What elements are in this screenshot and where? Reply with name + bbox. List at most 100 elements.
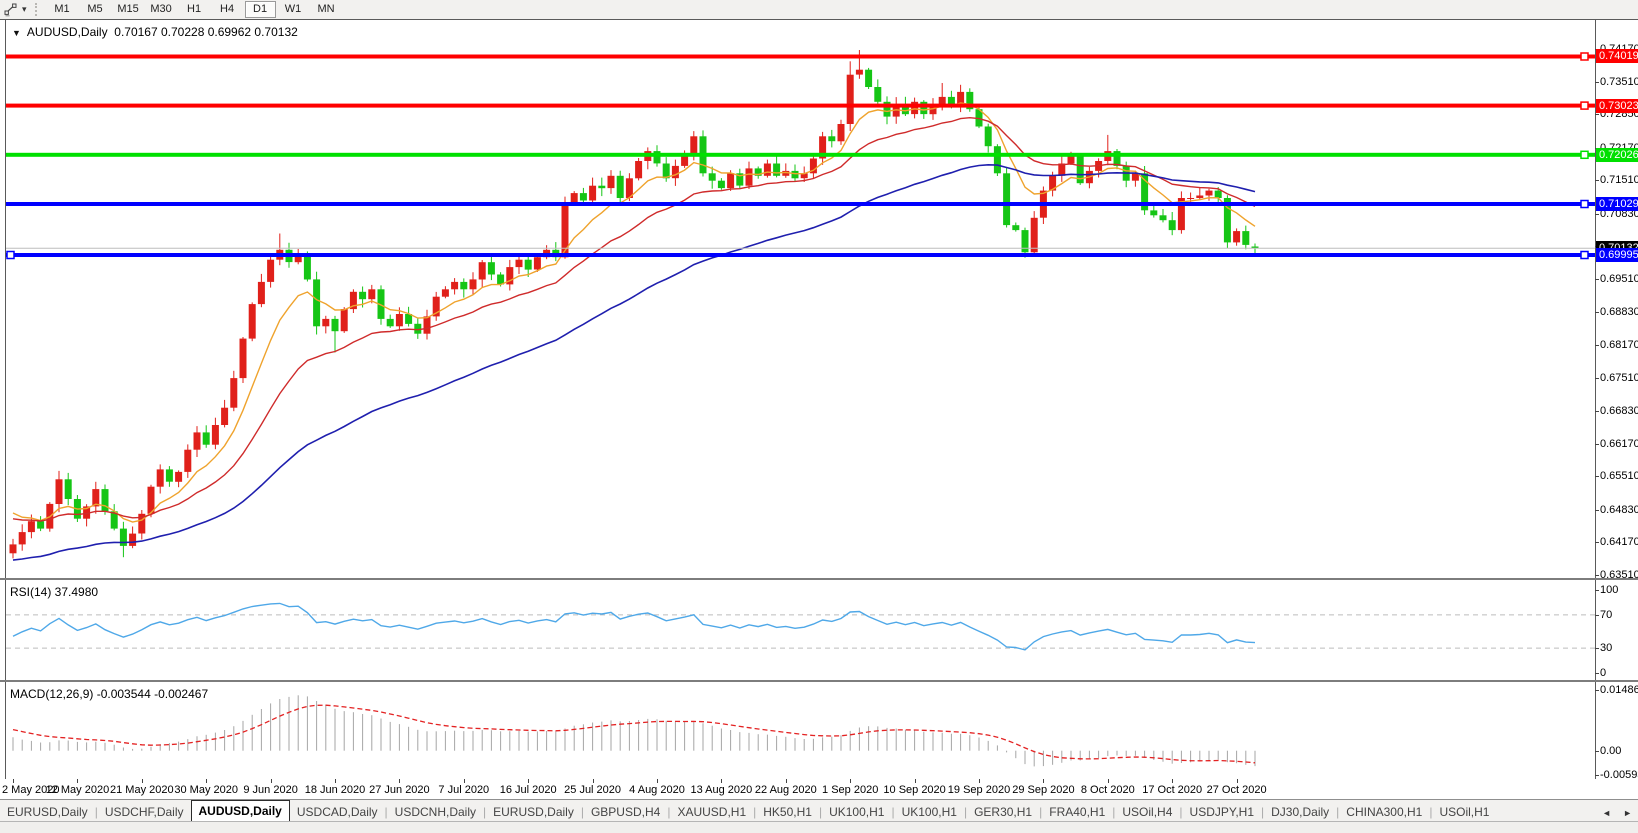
timeframe-button-H1[interactable]: H1 [187,3,202,15]
date-tick-mark [785,779,787,783]
candle-body [782,170,790,176]
horizontal-level-line[interactable] [6,253,1595,257]
axis-tick-label: 0.00 [1600,744,1622,757]
date-tick-mark [335,779,336,783]
chart-tab-USDCAD-Daily[interactable]: USDCAD,Daily [296,805,378,819]
chart-tab-AUDUSD-Daily[interactable]: AUDUSD,Daily [190,800,290,822]
horizontal-level-line[interactable] [6,54,1595,59]
candle-body [506,267,514,285]
chart-tab-USOil-H4[interactable]: USOil,H4 [1122,805,1173,819]
axis-tick-label: 70 [1600,608,1613,621]
candle-body [202,432,210,445]
date-tick-mark [1043,779,1045,783]
axis-tick-label: 0.66830 [1600,405,1638,418]
candle-body [331,318,339,332]
date-tick-mark [592,779,594,783]
macd-pane[interactable] [6,682,1595,784]
date-axis-label: 18 Jun 2020 [304,784,366,796]
candle-body [920,101,928,115]
tab-divider: | [1179,805,1183,819]
candle-body [368,289,376,300]
pane-separator-rsi[interactable] [0,578,1638,580]
cursor-tool-button[interactable] [0,1,21,18]
candle-body [359,291,367,300]
chart-tab-USOil-H1[interactable]: USOil,H1 [1439,805,1490,819]
axis-tick-mark [1595,673,1599,674]
candle-body [423,316,431,334]
chart-tab-USDJPY-H1[interactable]: USDJPY,H1 [1189,805,1255,819]
chart-tab-EURUSD-Daily[interactable]: EURUSD,Daily [493,805,574,819]
chart-tab-FRA40-H1[interactable]: FRA40,H1 [1049,805,1106,819]
status-strip [0,821,1638,833]
candle-body [138,513,146,534]
candle-body [395,314,403,327]
chart-tab-GBPUSD-H4[interactable]: GBPUSD,H4 [590,805,661,819]
candle-body [83,506,91,519]
horizontal-level-line[interactable] [6,103,1595,108]
axis-tick-label: 0.64830 [1600,503,1638,516]
axis-tick-mark [1595,542,1599,544]
candle-body [386,318,394,327]
rsi-pane[interactable] [6,580,1595,685]
candle-body [211,425,219,445]
candle-body [837,124,845,142]
tab-divider: | [580,805,584,819]
tab-divider: | [667,805,671,819]
candle-body [625,178,633,198]
tab-scroll-left-icon[interactable]: ◄ [1602,807,1612,818]
candle-body [101,489,109,512]
chart-tab-GER30-H1[interactable]: GER30,H1 [974,805,1033,819]
candle-body [37,521,45,529]
main-chart-pane[interactable] [6,20,1595,583]
candle-body [64,479,72,499]
candle-body [671,165,679,179]
chart-tab-HK50-H1[interactable]: HK50,H1 [763,805,812,819]
chart-frame-top [0,19,1638,20]
chart-tab-CHINA300-H1[interactable]: CHINA300,H1 [1346,805,1423,819]
axis-tick-label: 0.014861 [1600,684,1638,696]
ma-line-50 [12,163,1256,561]
toolbar-grip[interactable] [34,3,40,16]
chart-tab-USDCHF-Daily[interactable]: USDCHF,Daily [104,805,184,819]
pane-separator-macd[interactable] [0,680,1638,682]
date-axis-label: 22 Aug 2020 [754,784,817,796]
timeframe-button-M5[interactable]: M5 [87,3,103,15]
date-tick-mark [914,779,916,783]
date-axis-label: 27 Oct 2020 [1206,784,1267,796]
candle-body [405,314,413,324]
horizontal-level-line[interactable] [6,202,1595,206]
chart-tab-UK100-H1[interactable]: UK100,H1 [901,805,957,819]
chart-tab-EURUSD-Daily[interactable]: EURUSD,Daily [7,805,88,819]
candle-body [708,173,716,181]
axis-tick-label: 0.66170 [1600,437,1638,450]
chart-tab-XAUUSD-H1[interactable]: XAUUSD,H1 [677,805,747,819]
date-tick-mark [850,779,852,783]
timeframe-button-H4[interactable]: H4 [220,3,235,15]
horizontal-level-line[interactable] [6,152,1595,157]
collapse-triangle-icon[interactable]: ▼ [12,28,21,38]
date-tick-mark [1107,779,1109,783]
chart-tab-UK100-H1[interactable]: UK100,H1 [829,805,885,819]
timeframe-button-MN[interactable]: MN [317,3,335,15]
chart-tab-USDCNH-Daily[interactable]: USDCNH,Daily [394,805,477,819]
timeframe-button-W1[interactable]: W1 [284,3,302,15]
candle-body [1177,198,1185,231]
date-tick-mark [1236,779,1238,783]
timeframe-button-M30[interactable]: M30 [150,3,172,15]
axis-tick-mark [1595,750,1599,752]
candle-body [1251,246,1259,249]
macd-indicator-label: MACD(12,26,9) -0.003544 -0.002467 [10,687,209,701]
timeframe-button-M1[interactable]: M1 [54,3,70,15]
tab-divider: | [1429,805,1433,819]
timeframe-button-M15[interactable]: M15 [117,3,139,15]
candle-body [129,533,137,546]
timeframe-button-D1[interactable]: D1 [244,1,276,18]
candle-body [377,289,385,319]
tab-scroll-right-icon[interactable]: ► [1623,807,1632,818]
chart-tab-DJ30-Daily[interactable]: DJ30,Daily [1271,805,1330,819]
date-tick-mark [141,779,143,783]
axis-tick-mark [1595,345,1599,347]
cursor-tool-dropdown[interactable]: ▾ [22,4,27,14]
chart-ohlc-values: 0.70167 0.70228 0.69962 0.70132 [114,25,298,39]
candle-body [267,259,275,282]
